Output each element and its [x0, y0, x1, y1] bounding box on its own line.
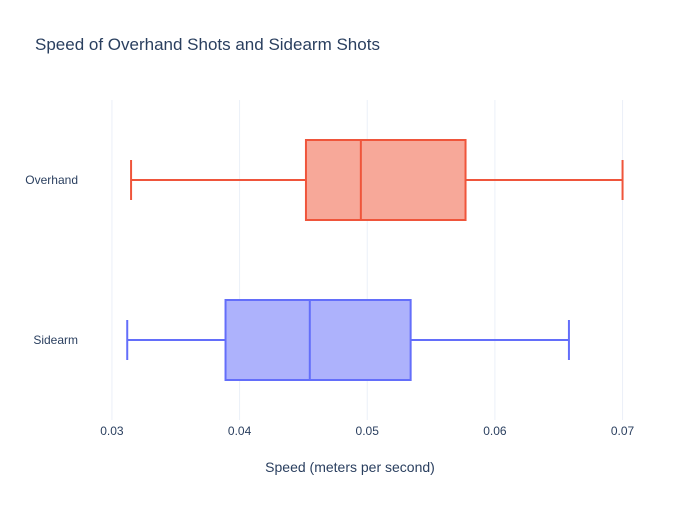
box-sidearm	[126, 299, 570, 381]
x-tick-label: 0.04	[228, 424, 252, 438]
x-axis-ticks: 0.03 0.04 0.05 0.06 0.07	[100, 424, 634, 438]
y-axis-categories: Overhand Sidearm	[25, 173, 78, 347]
iqr-box-overhand	[304, 139, 467, 221]
x-tick-label: 0.05	[356, 424, 380, 438]
boxes	[126, 139, 624, 381]
x-axis-label: Speed (meters per second)	[265, 459, 435, 475]
x-tick-label: 0.03	[100, 424, 124, 438]
chart-title: Speed of Overhand Shots and Sidearm Shot…	[35, 35, 380, 54]
y-category-label-sidearm: Sidearm	[33, 333, 78, 347]
box-overhand	[130, 139, 624, 221]
x-tick-label: 0.07	[611, 424, 635, 438]
x-tick-label: 0.06	[483, 424, 507, 438]
iqr-box-sidearm	[224, 299, 412, 381]
y-category-label-overhand: Overhand	[25, 173, 78, 187]
